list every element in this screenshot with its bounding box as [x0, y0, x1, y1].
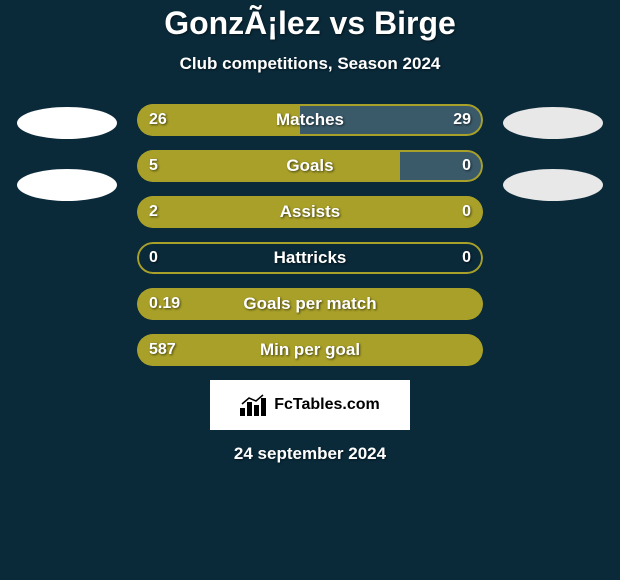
stat-value-left: 26 — [149, 111, 167, 129]
stat-bar-min-per-goal: 587 Min per goal — [137, 334, 483, 366]
stat-bar-goals: 5 Goals 0 — [137, 150, 483, 182]
stat-label: Min per goal — [260, 340, 360, 360]
stat-bar-assists: 2 Assists 0 — [137, 196, 483, 228]
stat-value-left: 2 — [149, 203, 158, 221]
bar-left-fill — [137, 150, 400, 182]
stat-value-left: 0 — [149, 249, 158, 267]
player-left-avatar-1 — [17, 107, 117, 139]
stat-label: Goals — [286, 156, 333, 176]
stat-value-left: 0.19 — [149, 295, 180, 313]
logo-text: FcTables.com — [274, 396, 380, 414]
stat-bar-hattricks: 0 Hattricks 0 — [137, 242, 483, 274]
player-left-avatar-2 — [17, 169, 117, 201]
page-title: GonzÃ¡lez vs Birge — [164, 5, 456, 42]
comparison-container: GonzÃ¡lez vs Birge Club competitions, Se… — [0, 0, 620, 464]
stats-column: 26 Matches 29 5 Goals 0 2 Assists 0 0 Hattricks 0 0.… — [137, 104, 483, 366]
page-subtitle: Club competitions, Season 2024 — [180, 54, 441, 74]
stat-label: Matches — [276, 110, 344, 130]
stat-value-left: 5 — [149, 157, 158, 175]
stat-value-right: 0 — [462, 203, 471, 221]
date-text: 24 september 2024 — [234, 444, 386, 464]
stat-value-right: 0 — [462, 157, 471, 175]
stat-bar-matches: 26 Matches 29 — [137, 104, 483, 136]
stat-value-right: 29 — [453, 111, 471, 129]
stat-label: Goals per match — [243, 294, 376, 314]
stat-label: Assists — [280, 202, 340, 222]
main-row: 26 Matches 29 5 Goals 0 2 Assists 0 0 Hattricks 0 0.… — [0, 104, 620, 366]
stat-value-right: 0 — [462, 249, 471, 267]
player-right-avatar-1 — [503, 107, 603, 139]
fctables-logo[interactable]: FcTables.com — [210, 380, 410, 430]
left-avatar-col — [17, 104, 117, 201]
stat-value-left: 587 — [149, 341, 176, 359]
chart-icon — [240, 394, 268, 416]
stat-label: Hattricks — [274, 248, 347, 268]
stat-bar-goals-per-match: 0.19 Goals per match — [137, 288, 483, 320]
right-avatar-col — [503, 104, 603, 201]
player-right-avatar-2 — [503, 169, 603, 201]
